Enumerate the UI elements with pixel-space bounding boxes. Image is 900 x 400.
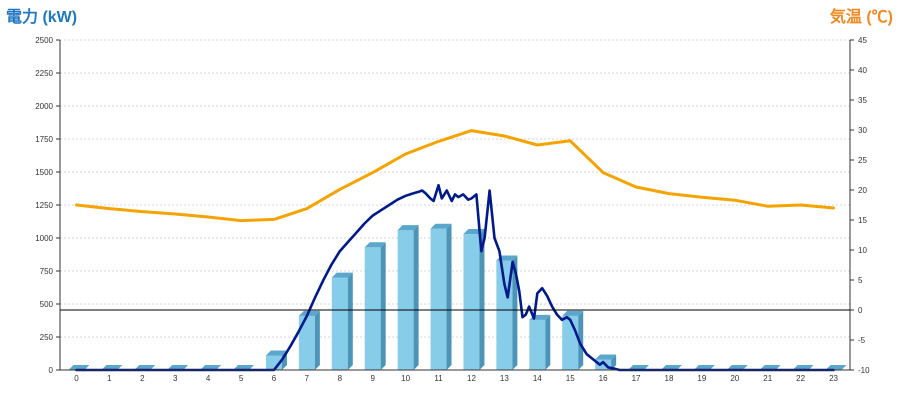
x-tick-label: 1 xyxy=(107,374,112,383)
bar xyxy=(529,314,551,370)
right-tick-label: 15 xyxy=(858,216,867,225)
left-tick-label: 250 xyxy=(40,333,54,342)
bar-side xyxy=(545,314,551,370)
left-tick-label: 1500 xyxy=(35,168,53,177)
left-tick-label: 0 xyxy=(49,366,54,375)
right-tick-label: 10 xyxy=(858,246,867,255)
bar-side xyxy=(413,225,419,370)
left-tick-label: 1750 xyxy=(35,135,53,144)
x-tick-label: 12 xyxy=(467,374,476,383)
bar xyxy=(364,242,386,370)
bar-top xyxy=(595,354,617,360)
right-tick-label: 35 xyxy=(858,96,867,105)
bar-side xyxy=(611,354,617,370)
x-tick-label: 17 xyxy=(632,374,641,383)
bar-side xyxy=(446,223,452,370)
right-tick-label: -10 xyxy=(858,366,870,375)
bar-top xyxy=(364,242,386,248)
x-tick-label: 21 xyxy=(763,374,772,383)
left-axis-title: 電力 (kW) xyxy=(6,7,77,26)
bar-front xyxy=(562,315,579,370)
x-tick-label: 0 xyxy=(74,374,79,383)
bar xyxy=(496,255,518,370)
gridlines xyxy=(60,39,850,338)
right-tick-label: 5 xyxy=(858,276,863,285)
right-axis-ticks: -10 -5 0 5 10 15 20 25 30 35 40 45 xyxy=(850,36,870,375)
bar-front xyxy=(595,359,612,370)
x-tick-label: 2 xyxy=(140,374,145,383)
x-tick-label: 20 xyxy=(730,374,739,383)
x-tick-label: 18 xyxy=(665,374,674,383)
bar-top xyxy=(397,225,419,231)
bar-front xyxy=(298,315,315,370)
power-bars xyxy=(68,223,847,370)
left-tick-label: 2500 xyxy=(35,36,53,45)
left-tick-label: 750 xyxy=(40,267,54,276)
right-tick-label: 20 xyxy=(858,186,867,195)
left-tick-label: 2250 xyxy=(35,69,53,78)
left-tick-label: 500 xyxy=(40,300,54,309)
x-tick-label: 5 xyxy=(239,374,244,383)
x-tick-label: 8 xyxy=(338,374,343,383)
temperature-line xyxy=(75,129,835,223)
power-line xyxy=(75,183,835,372)
bar-top xyxy=(331,272,353,278)
x-tick-label: 23 xyxy=(829,374,838,383)
bar-top xyxy=(562,310,584,316)
bar xyxy=(595,354,617,370)
x-tick-label: 11 xyxy=(434,374,443,383)
bar xyxy=(298,310,320,370)
x-tick-label: 6 xyxy=(272,374,277,383)
x-tick-label: 7 xyxy=(305,374,310,383)
x-tick-label: 22 xyxy=(796,374,805,383)
bar-front xyxy=(364,247,381,370)
series-lines xyxy=(75,129,835,372)
bar-side xyxy=(578,310,584,370)
bar-front xyxy=(529,319,546,370)
bar xyxy=(397,225,419,370)
x-tick-label: 13 xyxy=(500,374,509,383)
axes xyxy=(59,40,851,371)
left-tick-label: 2000 xyxy=(35,102,53,111)
x-tick-label: 3 xyxy=(173,374,178,383)
bar-top xyxy=(265,350,287,356)
bar-front xyxy=(331,277,348,370)
right-tick-label: 40 xyxy=(858,66,867,75)
x-tick-label: 14 xyxy=(533,374,542,383)
x-axis-ticks: 0 1 2 3 4 5 6 7 8 9 10 11 12 13 14 15 16 17 18 19 20 21 22 23 xyxy=(74,374,838,383)
bar xyxy=(430,223,452,370)
x-tick-label: 19 xyxy=(697,374,706,383)
right-tick-label: -5 xyxy=(858,336,866,345)
x-tick-label: 4 xyxy=(206,374,211,383)
bar-front xyxy=(430,228,447,370)
bar-side xyxy=(512,255,518,370)
left-tick-label: 1000 xyxy=(35,234,53,243)
bar-side xyxy=(479,229,485,370)
right-tick-label: 0 xyxy=(858,306,863,315)
right-axis-title: 気温 (℃) xyxy=(830,7,893,26)
right-tick-label: 25 xyxy=(858,156,867,165)
bar-top xyxy=(430,223,452,229)
x-tick-label: 9 xyxy=(370,374,375,383)
left-axis-ticks: 0 250 500 750 1000 1250 1500 1750 2000 2250 2500 xyxy=(35,36,60,375)
left-tick-label: 1250 xyxy=(35,201,53,210)
bar-front xyxy=(397,230,414,370)
bar-front xyxy=(463,234,480,370)
bar xyxy=(331,272,353,370)
x-tick-label: 16 xyxy=(599,374,608,383)
bar-side xyxy=(380,242,386,370)
bar-side xyxy=(347,272,353,370)
x-tick-label: 15 xyxy=(566,374,575,383)
bar-side xyxy=(314,310,320,370)
right-tick-label: 45 xyxy=(858,36,867,45)
right-tick-label: 30 xyxy=(858,126,867,135)
x-tick-label: 10 xyxy=(401,374,410,383)
